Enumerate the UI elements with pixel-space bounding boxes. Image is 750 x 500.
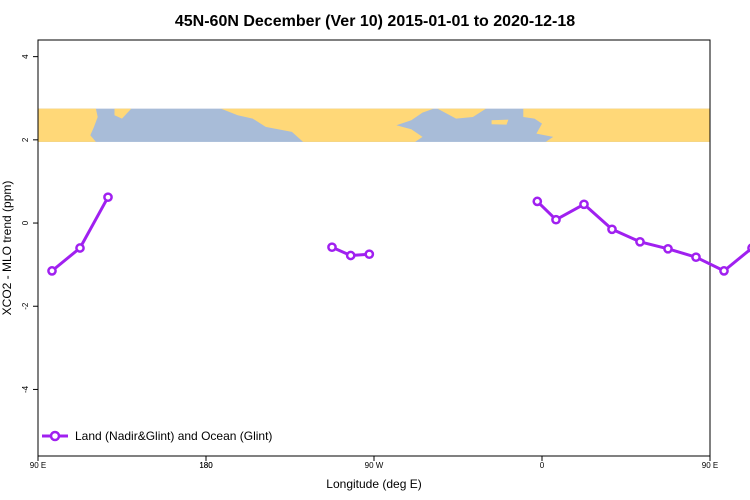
x-tick-label-4: 90 E <box>702 461 718 470</box>
data-point-7 <box>551 214 561 225</box>
data-point-1 <box>75 243 85 253</box>
legend: Land (Nadir&Glint) and Ocean (Glint) <box>42 429 272 443</box>
map-land-asia-west <box>38 108 98 142</box>
y-tick-label-2: 0 <box>21 220 30 225</box>
y-axis: 4 2 0 -2 -4 <box>21 54 38 393</box>
x-tick-label-3: 0 <box>540 461 545 470</box>
x-axis-label: Longitude (deg E) <box>326 477 421 491</box>
map-land-greenland <box>437 108 486 119</box>
data-point-8 <box>579 199 589 210</box>
data-point-2 <box>103 192 113 203</box>
x-tick-label-5: 180 <box>199 461 213 470</box>
x-tick-label-2: 90 W <box>365 461 384 470</box>
data-point-3 <box>327 242 337 253</box>
series-0-line-0 <box>51 196 110 273</box>
series-0-line-2 <box>536 200 750 273</box>
map-land-kamchatka <box>114 108 132 119</box>
map-land-north-america <box>220 108 434 142</box>
y-axis-label: XCO2 - MLO trend (ppm) <box>0 181 14 316</box>
data-point-6 <box>532 196 543 207</box>
y-tick-label-1: 2 <box>21 137 30 142</box>
data-point-10 <box>635 236 645 247</box>
map-land-eurasia <box>523 108 710 142</box>
map-land-masses <box>38 108 710 142</box>
world-map-band <box>38 108 710 142</box>
data-point-0 <box>47 266 57 276</box>
y-tick-label-4: -4 <box>21 385 30 393</box>
legend-label: Land (Nadir&Glint) and Ocean (Glint) <box>75 429 272 443</box>
chart-title: 45N-60N December (Ver 10) 2015-01-01 to … <box>175 13 575 30</box>
data-point-9 <box>607 224 617 235</box>
data-point-11 <box>663 243 673 254</box>
y-tick-label-3: -2 <box>21 302 30 310</box>
data-point-4 <box>345 250 356 261</box>
map-land-iceland <box>491 119 509 125</box>
series-layer <box>47 192 750 276</box>
data-point-13 <box>719 266 729 276</box>
plot-frame <box>37 39 711 457</box>
data-point-5 <box>364 249 375 260</box>
x-tick-label-1: 180 <box>199 461 213 470</box>
legend-marker-swatch <box>49 430 61 442</box>
data-point-12 <box>691 252 701 263</box>
x-tick-label-0: 90 E <box>30 461 46 470</box>
y-tick-label-0: 4 <box>21 54 30 59</box>
